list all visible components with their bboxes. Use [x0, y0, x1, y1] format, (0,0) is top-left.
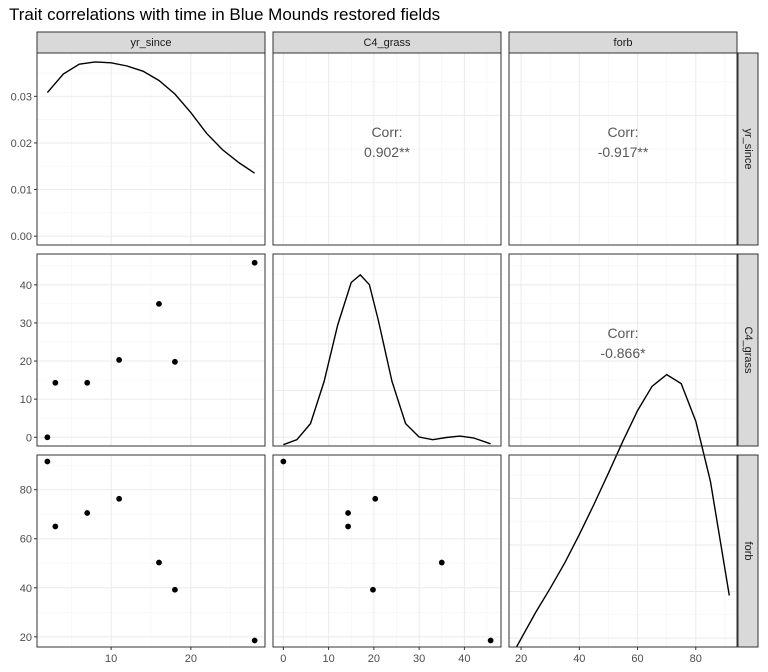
- strip-top-label: forb: [614, 37, 633, 49]
- strip-right-label: yr_since: [742, 129, 754, 170]
- strip-right-yr_since: yr_since: [737, 52, 759, 246]
- scatter-point: [116, 495, 123, 502]
- strip-right-C4_grass: C4_grass: [737, 253, 759, 447]
- scatter-point: [84, 379, 91, 386]
- density-curve-C4_grass: [283, 273, 491, 446]
- scatter-point: [52, 523, 59, 530]
- density-curve-yr_since: [46, 61, 255, 174]
- scatter-point: [44, 458, 51, 465]
- y-tick-label: 0.03: [11, 91, 32, 103]
- strip-top-C4_grass: C4_grass: [272, 31, 502, 54]
- strip-top-label: yr_since: [131, 37, 172, 49]
- x-tick-label: 30: [413, 653, 425, 665]
- x-tick-label: 80: [690, 653, 702, 665]
- scatter-point: [172, 358, 178, 365]
- strip-top-forb: forb: [508, 31, 738, 54]
- scatter-point: [84, 510, 91, 516]
- panel-yr_since-vs-C4_grass: Corr: 0.902**: [272, 52, 502, 246]
- scatter-point: [156, 559, 162, 566]
- x-tick-label: 0: [280, 653, 286, 665]
- strip-top-label: C4_grass: [363, 37, 411, 49]
- y-tick-label: 20: [20, 632, 32, 644]
- y-tick-label: 10: [20, 394, 32, 406]
- chart-title: Trait correlations with time in Blue Mou…: [9, 5, 440, 24]
- panel-C4_grass-vs-yr_since: [36, 253, 266, 447]
- corr-label: Corr:: [607, 325, 638, 341]
- scatter-point: [370, 586, 376, 593]
- scatter-point: [116, 357, 123, 363]
- corr-label: Corr:: [607, 124, 638, 140]
- y-tick-label: 40: [20, 583, 32, 595]
- panel-forb-vs-C4_grass: [272, 454, 502, 648]
- x-tick-label: 20: [185, 653, 197, 665]
- scatter-point: [251, 259, 258, 266]
- x-tick-label: 40: [573, 653, 585, 665]
- y-tick-label: 20: [20, 356, 32, 368]
- corr-value: -0.917**: [598, 144, 649, 160]
- scatter-point: [251, 637, 258, 644]
- y-tick-label: 0: [26, 432, 32, 444]
- y-tick-label: 0.01: [11, 185, 32, 197]
- x-tick-label: 60: [631, 653, 643, 665]
- scatter-point: [345, 510, 351, 516]
- x-tick-label: 40: [458, 653, 470, 665]
- scatter-point: [487, 637, 494, 644]
- x-tick-label: 20: [515, 653, 527, 665]
- y-tick-label: 30: [20, 318, 32, 330]
- x-tick-label: 20: [368, 653, 380, 665]
- corr-label: Corr:: [371, 124, 402, 140]
- y-tick-label: 60: [20, 534, 32, 546]
- y-tick-label: 80: [20, 485, 32, 497]
- scatter-point: [44, 434, 51, 441]
- strip-right-label: C4_grass: [742, 326, 754, 374]
- scatter-point: [280, 458, 287, 465]
- scatter-point: [156, 300, 162, 307]
- scatter-point: [345, 523, 351, 530]
- x-tick-label: 10: [322, 653, 334, 665]
- strip-right-label: forb: [742, 542, 754, 561]
- strip-top-yr_since: yr_since: [36, 31, 266, 54]
- scatter-point: [172, 586, 178, 593]
- panel-forb-vs-yr_since: [36, 454, 266, 648]
- panel-yr_since-vs-forb: Corr: -0.917**: [508, 52, 738, 246]
- y-tick-label: 0.00: [11, 231, 32, 243]
- density-curve-forb: [516, 373, 730, 647]
- panel-C4_grass-vs-C4_grass: [272, 253, 502, 447]
- corr-value: 0.902**: [364, 144, 410, 160]
- x-tick-label: 10: [105, 653, 117, 665]
- scatter-point: [438, 559, 445, 566]
- y-tick-label: 0.02: [11, 138, 32, 150]
- strip-right-forb: forb: [737, 454, 759, 648]
- panel-C4_grass-vs-forb: Corr: -0.866*: [508, 253, 738, 447]
- scatter-point: [372, 495, 379, 502]
- corr-value: -0.866*: [600, 345, 646, 361]
- scatter-point: [52, 379, 59, 386]
- y-tick-label: 40: [20, 280, 32, 292]
- panel-forb-vs-forb: [508, 373, 738, 648]
- panel-yr_since-vs-yr_since: [36, 52, 266, 246]
